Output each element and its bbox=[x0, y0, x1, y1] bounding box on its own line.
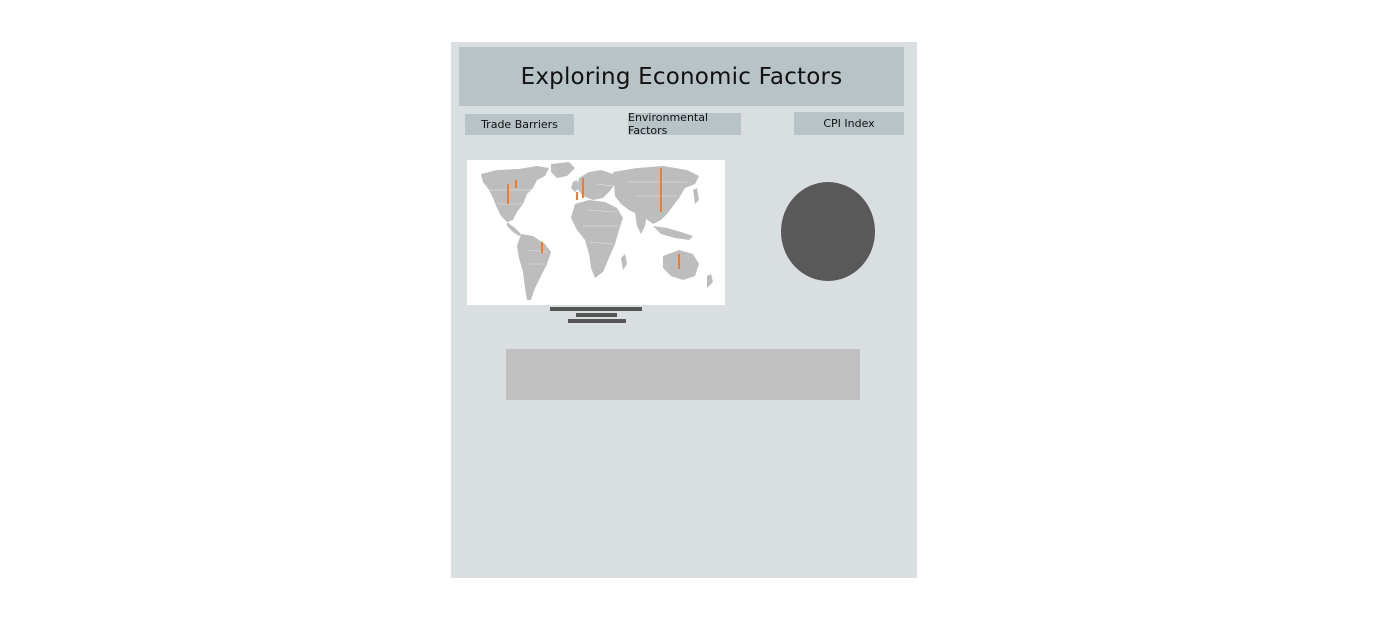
europe-shape bbox=[577, 170, 615, 200]
cpi-index-button[interactable]: CPI Index bbox=[794, 112, 904, 135]
marker-europe-2[interactable] bbox=[576, 192, 578, 200]
trade-barriers-button[interactable]: Trade Barriers bbox=[465, 114, 574, 135]
marker-south-america[interactable] bbox=[541, 242, 543, 253]
borders bbox=[487, 181, 687, 265]
south-america-shape bbox=[517, 234, 551, 300]
page-title: Exploring Economic Factors bbox=[520, 63, 843, 90]
indonesia-shape bbox=[653, 226, 693, 240]
dashboard-panel: Exploring Economic Factors Trade Barrier… bbox=[451, 42, 917, 578]
africa-shape bbox=[571, 200, 623, 278]
madagascar-shape bbox=[621, 254, 627, 270]
placeholder-panel bbox=[506, 349, 860, 400]
north-america-shape bbox=[481, 166, 549, 222]
data-markers bbox=[507, 168, 680, 269]
australia-shape bbox=[663, 250, 699, 280]
world-map-svg bbox=[481, 162, 713, 300]
india-shape bbox=[635, 212, 647, 234]
japan-shape bbox=[693, 188, 699, 204]
greenland-shape bbox=[551, 162, 575, 178]
pie-slice[interactable] bbox=[781, 182, 875, 281]
marker-north-america-2[interactable] bbox=[515, 180, 517, 188]
marker-europe-1[interactable] bbox=[582, 178, 584, 198]
marker-north-america-1[interactable] bbox=[507, 184, 509, 204]
world-map[interactable] bbox=[467, 160, 725, 305]
map-legend-bar bbox=[576, 313, 617, 317]
uk-shape bbox=[571, 180, 579, 192]
environmental-factors-button[interactable]: Environmental Factors bbox=[628, 111, 741, 137]
central-america-shape bbox=[507, 222, 521, 236]
asia-shape bbox=[613, 166, 699, 224]
landmasses bbox=[481, 162, 713, 300]
new-zealand-shape bbox=[707, 274, 713, 288]
marker-oceania[interactable] bbox=[678, 254, 680, 269]
title-bar: Exploring Economic Factors bbox=[459, 47, 904, 106]
map-legend-bar bbox=[550, 307, 642, 311]
marker-asia[interactable] bbox=[660, 168, 662, 212]
pie-chart[interactable] bbox=[781, 182, 875, 281]
map-legend-bar bbox=[568, 319, 626, 323]
